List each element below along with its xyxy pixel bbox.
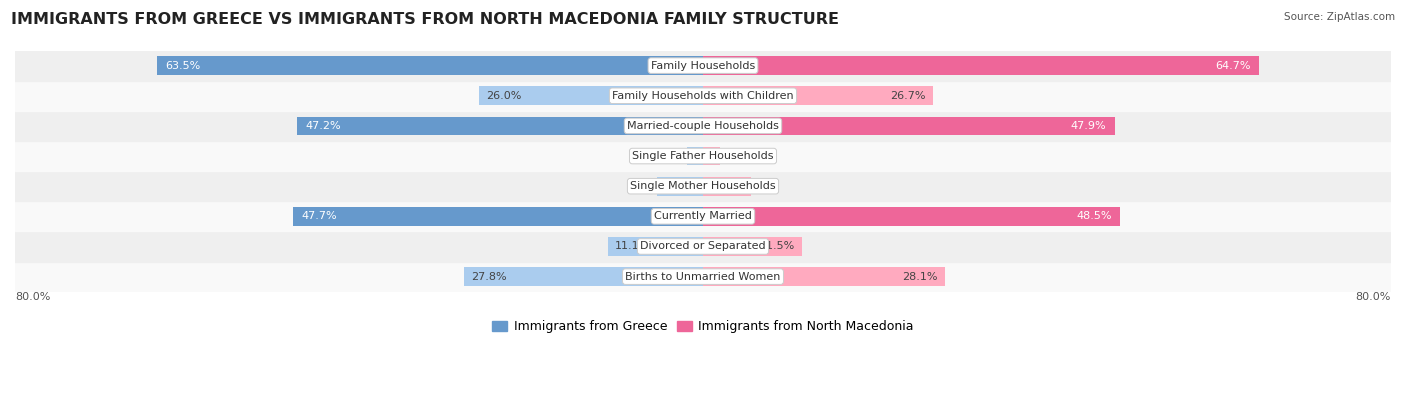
Text: Divorced or Separated: Divorced or Separated xyxy=(640,241,766,252)
Text: 48.5%: 48.5% xyxy=(1076,211,1112,221)
Text: 5.6%: 5.6% xyxy=(716,181,744,191)
Text: 63.5%: 63.5% xyxy=(166,60,201,71)
Text: 2.0%: 2.0% xyxy=(685,151,713,161)
Bar xyxy=(292,207,703,226)
Text: 11.1%: 11.1% xyxy=(614,241,650,252)
Bar xyxy=(703,87,932,105)
Bar xyxy=(686,147,703,166)
Bar xyxy=(703,117,1115,135)
Text: 80.0%: 80.0% xyxy=(1355,292,1391,302)
Legend: Immigrants from Greece, Immigrants from North Macedonia: Immigrants from Greece, Immigrants from … xyxy=(488,316,918,339)
Bar xyxy=(15,261,1391,292)
Text: 47.7%: 47.7% xyxy=(301,211,337,221)
Bar xyxy=(15,231,1391,261)
Text: Family Households with Children: Family Households with Children xyxy=(612,91,794,101)
Text: Family Households: Family Households xyxy=(651,60,755,71)
Bar xyxy=(15,51,1391,81)
Text: 26.7%: 26.7% xyxy=(890,91,925,101)
Text: Source: ZipAtlas.com: Source: ZipAtlas.com xyxy=(1284,12,1395,22)
Text: 1.9%: 1.9% xyxy=(693,151,721,161)
Bar xyxy=(15,141,1391,171)
Bar xyxy=(15,201,1391,231)
Bar xyxy=(297,117,703,135)
Bar xyxy=(703,56,1260,75)
Bar xyxy=(703,147,720,166)
Bar xyxy=(657,177,703,196)
Bar xyxy=(703,177,751,196)
Text: Currently Married: Currently Married xyxy=(654,211,752,221)
Bar xyxy=(703,237,801,256)
Text: Single Mother Households: Single Mother Households xyxy=(630,181,776,191)
Bar xyxy=(15,81,1391,111)
Bar xyxy=(479,87,703,105)
Bar xyxy=(15,111,1391,141)
Text: 47.9%: 47.9% xyxy=(1071,121,1107,131)
Bar xyxy=(703,207,1121,226)
Bar xyxy=(703,267,945,286)
Text: 11.5%: 11.5% xyxy=(759,241,794,252)
Text: 27.8%: 27.8% xyxy=(471,272,506,282)
Text: IMMIGRANTS FROM GREECE VS IMMIGRANTS FROM NORTH MACEDONIA FAMILY STRUCTURE: IMMIGRANTS FROM GREECE VS IMMIGRANTS FRO… xyxy=(11,12,839,27)
Text: 28.1%: 28.1% xyxy=(903,272,938,282)
Text: Married-couple Households: Married-couple Households xyxy=(627,121,779,131)
Bar xyxy=(607,237,703,256)
Text: 5.4%: 5.4% xyxy=(664,181,692,191)
Bar xyxy=(464,267,703,286)
Text: Single Father Households: Single Father Households xyxy=(633,151,773,161)
Text: 80.0%: 80.0% xyxy=(15,292,51,302)
Bar xyxy=(157,56,703,75)
Text: 47.2%: 47.2% xyxy=(305,121,342,131)
Bar xyxy=(15,171,1391,201)
Text: 64.7%: 64.7% xyxy=(1215,60,1251,71)
Text: Births to Unmarried Women: Births to Unmarried Women xyxy=(626,272,780,282)
Text: 26.0%: 26.0% xyxy=(486,91,522,101)
